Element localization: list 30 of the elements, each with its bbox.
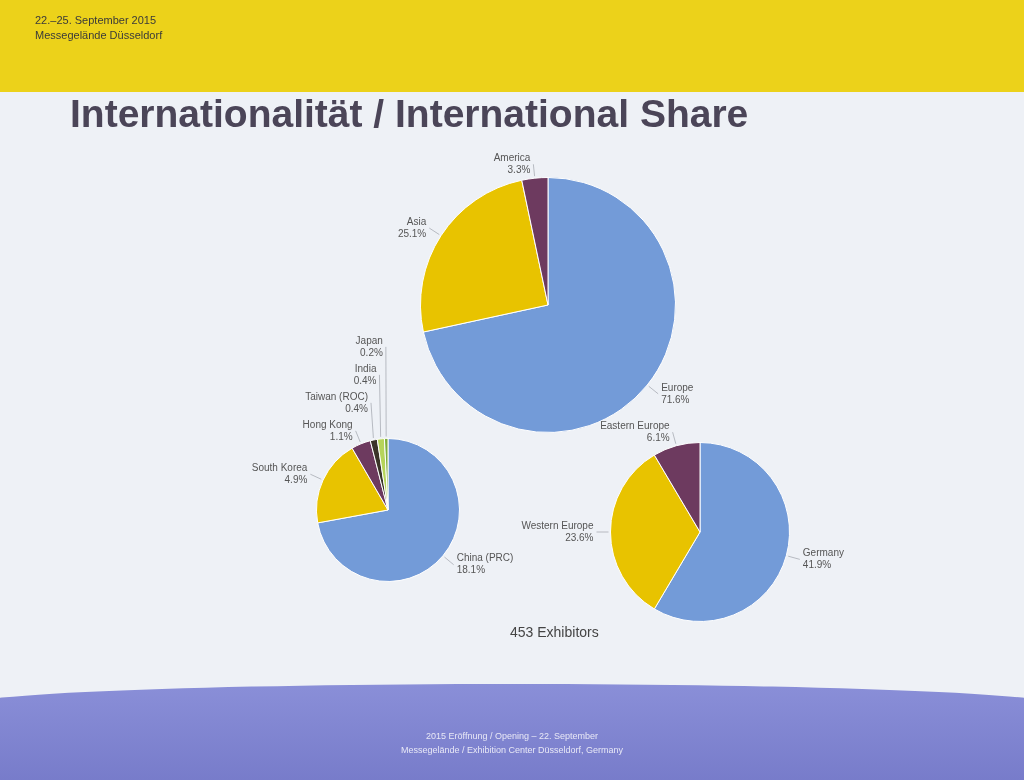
text: Messegelände / Exhibition Center Düsseldorf, Germany xyxy=(399,745,625,755)
data-label: 1.1% xyxy=(329,430,353,442)
slice-label: Germany xyxy=(802,547,844,559)
slice-label: America xyxy=(493,152,531,164)
data-label: 6.1% xyxy=(646,431,670,443)
data-label: 4.9% xyxy=(284,473,308,485)
data-label: 41.9% xyxy=(802,559,832,571)
slice-label: South Korea xyxy=(251,461,308,473)
data-label: 3.3% xyxy=(507,164,531,176)
slice-label: Eastern Europe xyxy=(600,419,671,431)
data-label: 25.1% xyxy=(397,227,427,239)
text: 22.–25. September 2015 xyxy=(35,14,157,26)
text: 2015 Eröffnung / Opening – 22. September xyxy=(425,731,599,741)
slice-label: India xyxy=(354,362,377,374)
data-label: 0.4% xyxy=(353,374,377,386)
data-label: 0.2% xyxy=(360,346,383,358)
slice-label: Taiwan (ROC) xyxy=(305,390,368,402)
data-label: 71.6% xyxy=(661,393,690,405)
data-label: 18.1% xyxy=(456,564,486,576)
slice-label: China (PRC) xyxy=(456,552,514,564)
slice-label: Hong Kong xyxy=(302,418,353,430)
slice-label: Western Europe xyxy=(521,519,594,531)
slice-label: Europe xyxy=(661,381,694,393)
data-label: 0.4% xyxy=(345,402,369,414)
chart-title: Internationalität / International Share xyxy=(70,92,749,136)
text: Messegelände Düsseldorf xyxy=(35,29,163,41)
slice-label: Japan xyxy=(355,334,383,346)
text: 453 Exhibitors xyxy=(510,624,599,640)
slice-label: Asia xyxy=(406,215,427,227)
data-label: 23.6% xyxy=(565,531,594,543)
